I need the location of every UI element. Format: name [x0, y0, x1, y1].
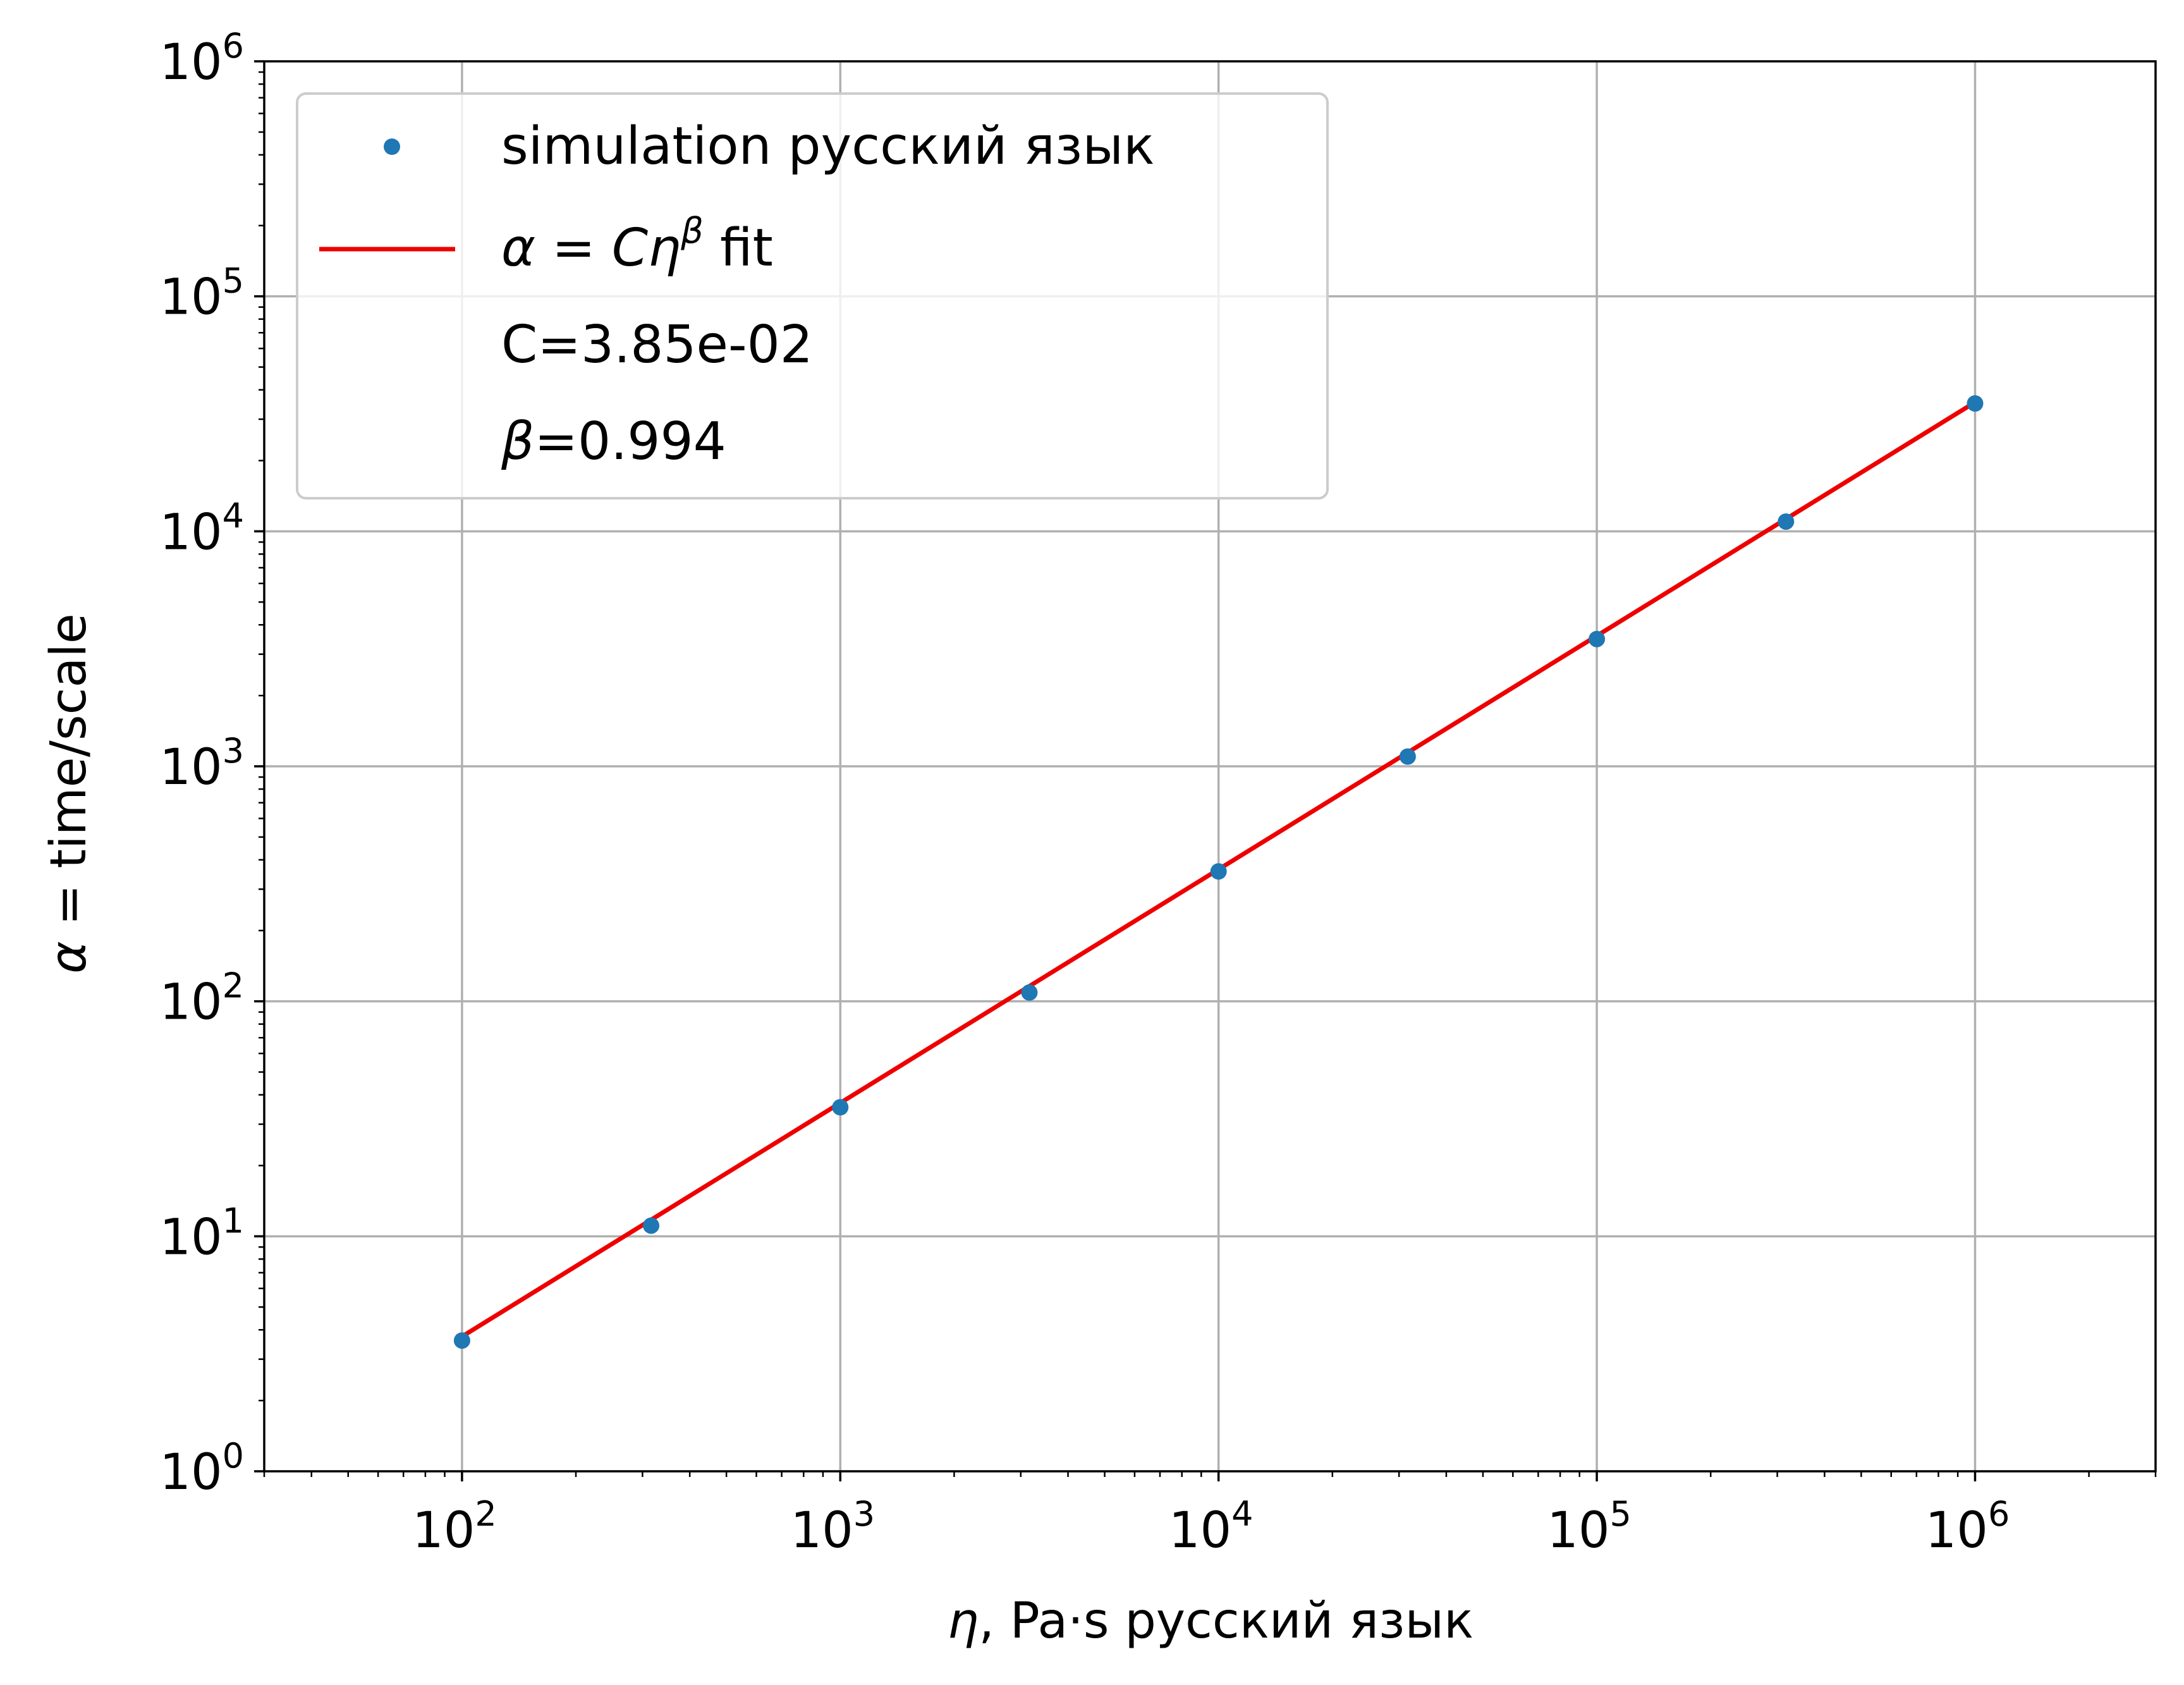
- y-tick-label-base: 10: [159, 34, 222, 91]
- simulation-point-4: [1210, 863, 1227, 880]
- y-tick-label-exp: 1: [223, 1201, 244, 1241]
- x-tick-label-2: 104: [1169, 1494, 1254, 1559]
- y-tick-label-exp: 0: [223, 1436, 244, 1476]
- simulation-point-8: [1967, 395, 1984, 412]
- x-tick-label-base: 10: [790, 1502, 853, 1559]
- legend-fit-alpha: α: [501, 218, 535, 278]
- simulation-point-3: [1021, 984, 1038, 1001]
- legend-exponent-value: =0.994: [534, 412, 726, 472]
- legend-point-marker: [384, 138, 400, 155]
- y-tick-label-exp: 5: [223, 261, 244, 301]
- y-tick-label-exp: 6: [223, 26, 244, 66]
- simulation-point-0: [453, 1332, 470, 1349]
- legend-fit-eta: η: [648, 218, 681, 278]
- legend-fit-eq: =: [535, 218, 612, 278]
- x-tick-label-0: 102: [412, 1494, 497, 1559]
- y-axis-label: α = time/scale: [40, 613, 97, 974]
- y-tick-label-0: 100: [159, 1436, 244, 1501]
- x-tick-label-3: 105: [1547, 1494, 1632, 1559]
- legend-entry-fit: α = Cηβ fit: [501, 211, 773, 278]
- x-tick-label-exp: 4: [1231, 1494, 1253, 1534]
- y-tick-label-exp: 4: [223, 496, 244, 536]
- simulation-points: [453, 395, 1984, 1349]
- x-tick-label-base: 10: [1547, 1502, 1609, 1559]
- x-tick-label-exp: 3: [853, 1494, 875, 1534]
- simulation-point-7: [1778, 513, 1795, 530]
- legend-fit-exponent: β=0.994: [501, 412, 726, 472]
- y-tick-label-3: 103: [159, 731, 244, 796]
- y-tick-label-base: 10: [159, 1444, 222, 1501]
- legend-entry-simulation: simulation русский язык: [501, 116, 1155, 176]
- legend-fit-fit: fit: [704, 218, 773, 278]
- x-tick-label-base: 10: [1925, 1502, 1988, 1559]
- simulation-point-1: [643, 1217, 660, 1234]
- y-tick-label-exp: 2: [223, 966, 244, 1006]
- legend-fit-beta: β: [680, 211, 704, 252]
- x-tick-label-base: 10: [1169, 1502, 1231, 1559]
- simulation-point-2: [832, 1099, 849, 1116]
- y-tick-label-base: 10: [159, 974, 222, 1031]
- x-tick-labels: 102 103 104 105 106: [412, 1494, 2010, 1559]
- x-tick-label-1: 103: [790, 1494, 875, 1559]
- x-tick-label-exp: 2: [475, 1494, 496, 1534]
- y-tick-label-1: 101: [159, 1201, 244, 1266]
- x-tick-label-exp: 5: [1610, 1494, 1632, 1534]
- legend-fit-c: C: [612, 218, 648, 278]
- y-tick-label-5: 105: [159, 261, 244, 326]
- y-axis-label-symbol: α: [40, 941, 97, 974]
- y-axis-label-text: = time/scale: [40, 613, 97, 941]
- x-tick-label-exp: 6: [1988, 1494, 2010, 1534]
- y-tick-label-4: 104: [159, 496, 244, 561]
- legend-box: [296, 92, 1329, 499]
- y-tick-label-base: 10: [159, 1209, 222, 1266]
- legend: simulation русский язык α = Cηβ fit C=3.…: [296, 92, 1329, 499]
- legend-fit-constant: C=3.85e-02: [501, 315, 813, 375]
- y-tick-label-exp: 3: [223, 731, 244, 771]
- y-tick-label-2: 102: [159, 966, 244, 1031]
- y-tick-label-base: 10: [159, 739, 222, 796]
- x-axis-label-text: , Pa·s русский язык: [979, 1593, 1473, 1650]
- x-tick-label-base: 10: [412, 1502, 475, 1559]
- simulation-point-6: [1589, 630, 1606, 647]
- legend-exponent-symbol: β: [501, 412, 534, 472]
- x-tick-label-4: 106: [1925, 1494, 2010, 1559]
- simulation-point-5: [1399, 748, 1416, 765]
- x-axis-label-symbol: η: [948, 1593, 979, 1650]
- y-tick-label-base: 10: [159, 504, 222, 561]
- x-axis-label: η, Pa·s русский язык: [948, 1593, 1473, 1650]
- y-tick-label-6: 106: [159, 26, 244, 91]
- plot-frame: [263, 60, 2157, 1473]
- major-ticks: [254, 60, 1977, 1481]
- y-tick-label-base: 10: [159, 269, 222, 326]
